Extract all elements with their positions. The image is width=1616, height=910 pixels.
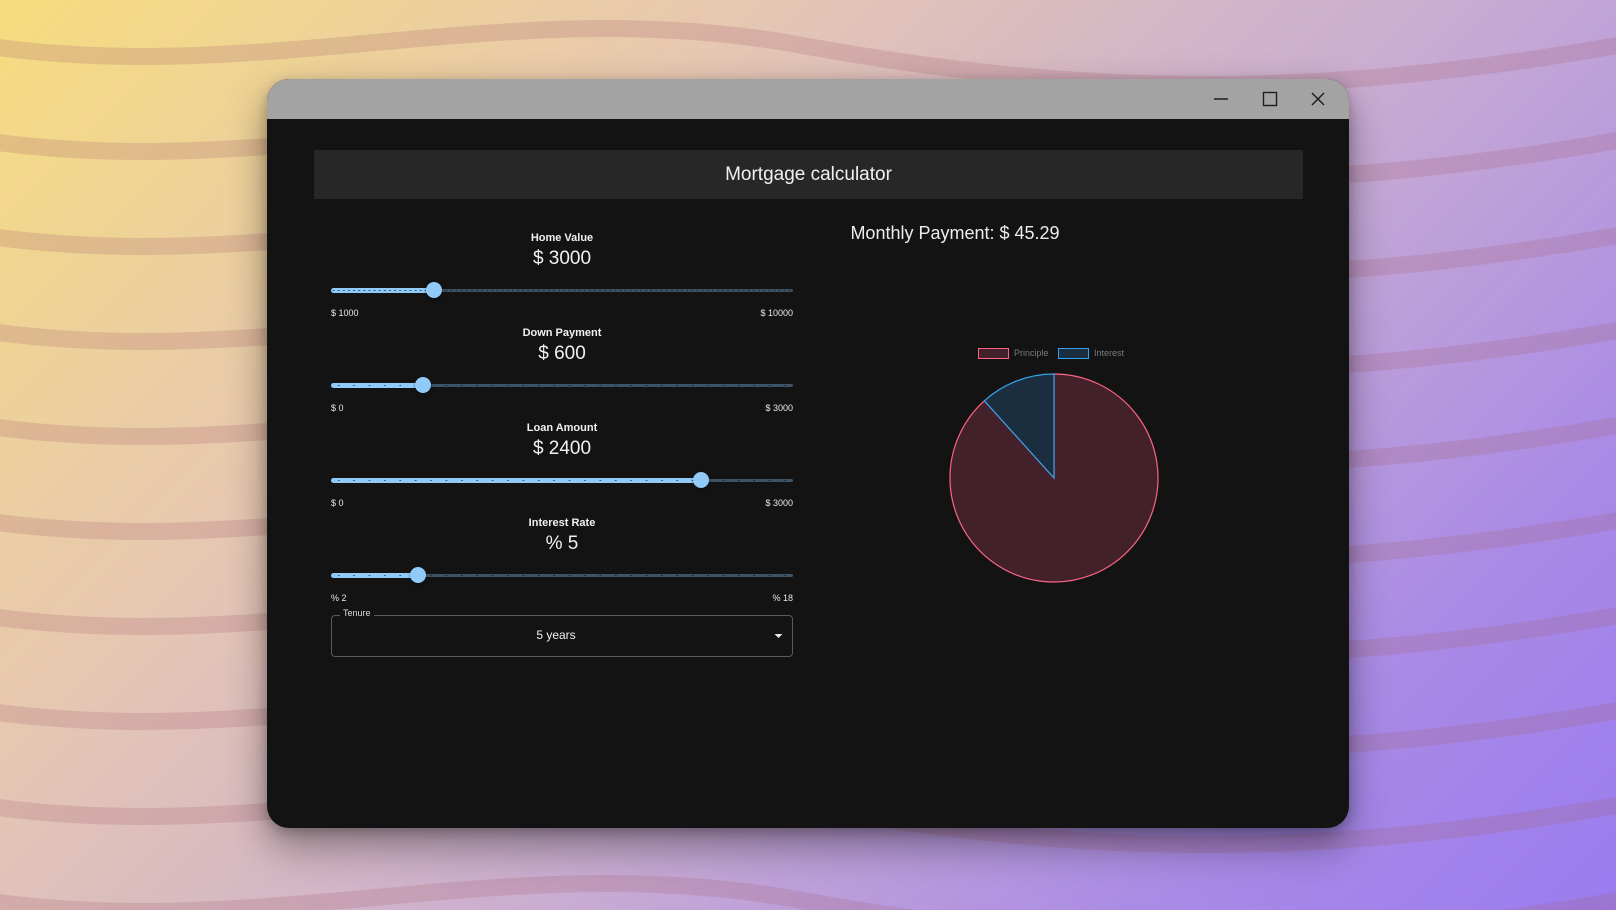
home-value-max-label: $ 10000 bbox=[760, 308, 793, 318]
maximize-button[interactable] bbox=[1250, 83, 1290, 115]
legend-label-principle: Principle bbox=[1014, 348, 1049, 358]
interest-rate-min-label: % 2 bbox=[331, 593, 347, 603]
legend-item-principle[interactable]: Principle bbox=[978, 348, 1049, 362]
tenure-label: Tenure bbox=[340, 608, 374, 618]
tenure-selected-value: 5 years bbox=[536, 628, 576, 642]
page-title: Mortgage calculator bbox=[314, 150, 1303, 199]
app-window: Mortgage calculator Home Value $ 3000 $ … bbox=[267, 79, 1349, 828]
slider-ticks bbox=[331, 480, 793, 481]
minimize-icon bbox=[1214, 98, 1228, 100]
legend-label-interest: Interest bbox=[1094, 348, 1125, 358]
tenure-select[interactable]: Tenure 5 years bbox=[331, 608, 793, 657]
loan-amount-slider[interactable] bbox=[331, 472, 793, 490]
loan-amount-slider-thumb[interactable] bbox=[692, 472, 709, 488]
close-button[interactable] bbox=[1298, 83, 1338, 115]
dropdown-arrow-icon bbox=[774, 634, 783, 638]
down-payment-slider[interactable] bbox=[331, 377, 793, 395]
loan-amount-display: $ 2400 bbox=[532, 438, 592, 459]
down-payment-display: $ 600 bbox=[538, 343, 586, 364]
slider-ticks bbox=[331, 290, 793, 291]
down-payment-label: Down Payment bbox=[522, 327, 602, 339]
interest-rate-max-label: % 18 bbox=[772, 593, 793, 603]
down-payment-slider-thumb[interactable] bbox=[415, 377, 432, 393]
legend-swatch-principle bbox=[978, 348, 1009, 360]
title-bar[interactable] bbox=[267, 79, 1349, 119]
down-payment-min-label: $ 0 bbox=[331, 403, 344, 413]
home-value-label: Home Value bbox=[530, 232, 594, 244]
payment-pie-chart bbox=[949, 373, 1159, 583]
slider-ticks bbox=[331, 575, 793, 576]
home-value-display: $ 3000 bbox=[532, 248, 592, 269]
slider-ticks bbox=[331, 385, 793, 386]
interest-rate-label: Interest Rate bbox=[528, 517, 596, 529]
interest-rate-display: % 5 bbox=[545, 533, 579, 554]
down-payment-control: Down Payment $ 600 $ 0 $ 3000 bbox=[331, 327, 793, 417]
legend-swatch-interest bbox=[1058, 348, 1089, 360]
interest-rate-control: Interest Rate % 5 % 2 % 18 bbox=[331, 517, 793, 607]
legend-item-interest[interactable]: Interest bbox=[1058, 348, 1124, 362]
monthly-payment: Monthly Payment: $ 45.29 bbox=[850, 223, 1060, 243]
close-icon bbox=[1311, 92, 1325, 106]
interest-rate-slider-thumb[interactable] bbox=[409, 567, 426, 583]
loan-amount-control: Loan Amount $ 2400 $ 0 $ 3000 bbox=[331, 422, 793, 512]
loan-amount-min-label: $ 0 bbox=[331, 498, 344, 508]
interest-rate-slider[interactable] bbox=[331, 567, 793, 585]
home-value-slider[interactable] bbox=[331, 282, 793, 300]
maximize-icon bbox=[1262, 91, 1278, 107]
down-payment-max-label: $ 3000 bbox=[765, 403, 793, 413]
home-value-min-label: $ 1000 bbox=[331, 308, 359, 318]
home-value-control: Home Value $ 3000 $ 1000 $ 10000 bbox=[331, 232, 793, 322]
minimize-button[interactable] bbox=[1201, 83, 1241, 115]
loan-amount-max-label: $ 3000 bbox=[765, 498, 793, 508]
home-value-slider-thumb[interactable] bbox=[425, 282, 442, 298]
loan-amount-label: Loan Amount bbox=[526, 422, 598, 434]
pie-slice-interest[interactable] bbox=[983, 373, 1055, 480]
